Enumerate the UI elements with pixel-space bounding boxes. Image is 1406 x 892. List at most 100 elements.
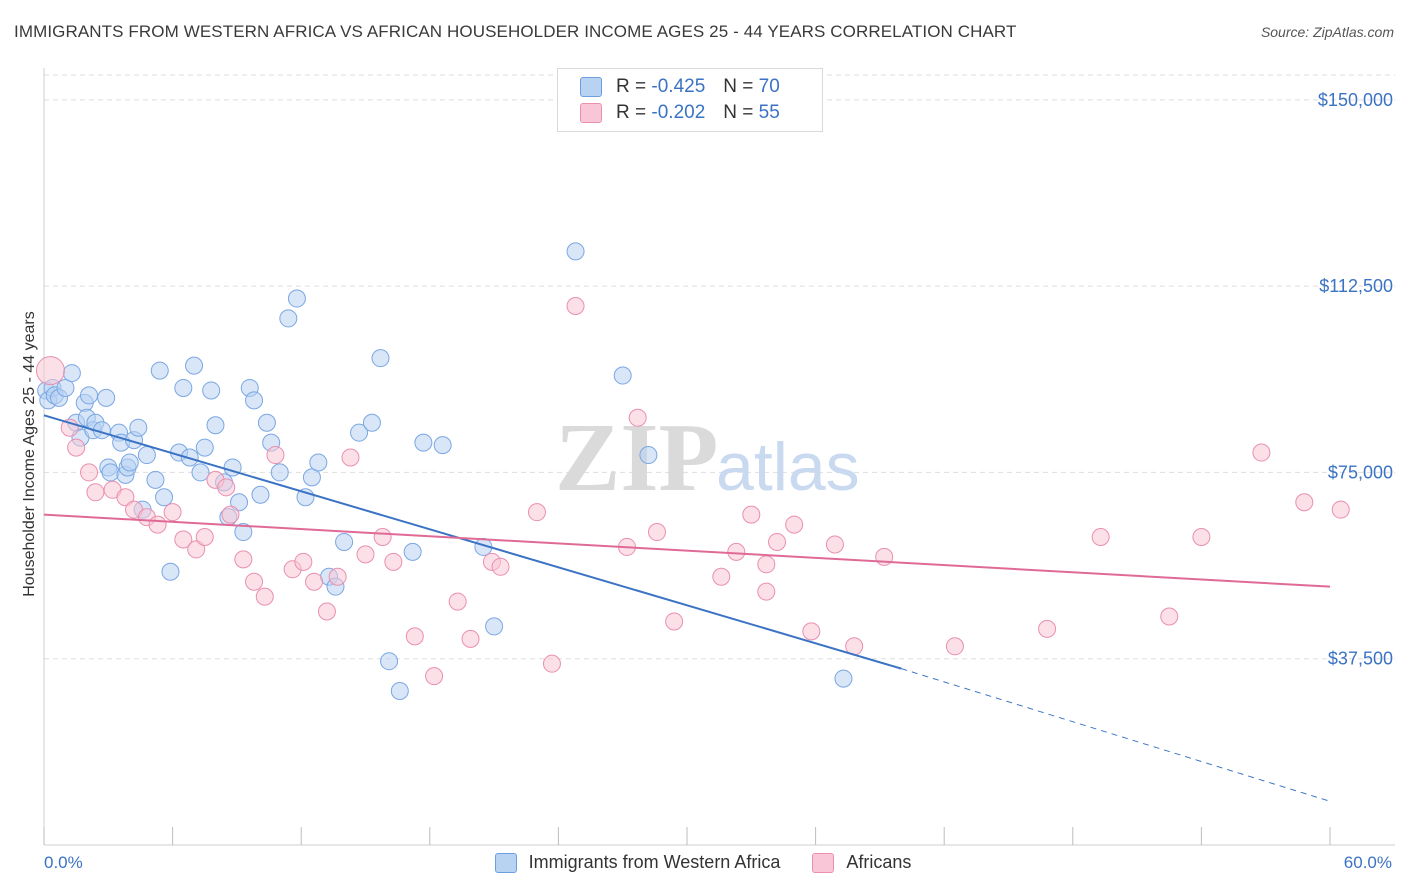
data-point <box>80 386 99 405</box>
data-point <box>566 242 585 261</box>
data-point <box>566 297 585 315</box>
data-point <box>270 463 289 482</box>
y-tick-labels: $37,500 $75,000 $112,500 $150,000 <box>1318 90 1393 669</box>
n-value: 55 <box>758 102 780 123</box>
data-point <box>191 463 210 482</box>
r-value: -0.202 <box>651 102 706 123</box>
data-point <box>362 413 381 432</box>
data-point <box>174 378 193 397</box>
data-point <box>251 485 270 504</box>
data-point <box>67 438 86 457</box>
legend-item-africans[interactable]: Africans <box>812 852 911 873</box>
data-point <box>802 622 821 641</box>
data-point <box>97 388 116 407</box>
data-point <box>1192 528 1211 546</box>
data-point <box>485 617 504 636</box>
data-point <box>1091 528 1110 546</box>
data-point <box>287 289 306 308</box>
data-point <box>834 669 853 688</box>
data-point <box>1331 500 1350 519</box>
data-point <box>945 637 964 656</box>
watermark: ZIP atlas <box>555 404 860 512</box>
stats-row-blue: R = -0.425 N = 70 <box>580 75 780 99</box>
legend-swatch-pink <box>812 852 835 873</box>
data-point <box>356 545 375 564</box>
data-point <box>163 503 182 522</box>
data-point <box>414 433 433 452</box>
data-point <box>1252 443 1271 462</box>
chart-legend: Immigrants from Western Africa Africans <box>0 852 1406 873</box>
data-point <box>825 535 844 554</box>
data-point <box>230 493 249 512</box>
data-points <box>35 242 1350 700</box>
data-point <box>757 582 776 601</box>
data-point <box>309 453 328 472</box>
data-point <box>628 408 647 427</box>
trend-line-western-africa <box>43 414 902 670</box>
data-point <box>461 629 480 648</box>
series-western-africa <box>37 242 853 700</box>
n-value: 70 <box>758 76 780 97</box>
legend-label: Immigrants from Western Africa <box>528 852 781 872</box>
data-point <box>448 592 467 611</box>
data-point <box>116 488 135 507</box>
r-label: R = <box>616 102 647 123</box>
data-point <box>328 567 347 586</box>
data-point <box>195 528 214 546</box>
blue-swatch <box>580 77 602 97</box>
data-point <box>150 361 169 380</box>
n-label: N = <box>723 76 754 97</box>
data-point <box>129 418 148 437</box>
data-point <box>403 542 422 561</box>
data-point <box>101 463 120 482</box>
data-point <box>665 612 684 631</box>
data-point <box>217 478 236 497</box>
data-point <box>425 667 444 686</box>
data-point <box>266 446 285 465</box>
data-point <box>373 528 392 546</box>
data-point <box>257 413 276 432</box>
data-point <box>727 542 746 561</box>
data-point <box>206 416 225 435</box>
trend-line-africans <box>43 513 1331 588</box>
x-tick-label-min: 0.0% <box>44 853 83 872</box>
legend-item-western-africa[interactable]: Immigrants from Western Africa <box>494 852 781 873</box>
source-credit: Source: ZipAtlas.com <box>1260 24 1394 40</box>
data-point <box>202 381 221 400</box>
data-point <box>120 453 139 472</box>
data-point <box>613 366 632 385</box>
y-tick-label: $150,000 <box>1318 90 1393 110</box>
y-tick-label: $75,000 <box>1328 462 1393 482</box>
data-point <box>234 523 253 542</box>
data-point <box>255 587 274 606</box>
data-point <box>146 470 165 489</box>
pink-swatch <box>580 103 602 123</box>
data-point <box>35 356 65 386</box>
data-point <box>221 505 240 524</box>
series-africans <box>35 297 1350 686</box>
data-point <box>527 503 546 522</box>
data-point <box>335 532 354 551</box>
y-tick-label: $37,500 <box>1328 649 1393 669</box>
data-point <box>639 446 658 465</box>
chart-title: IMMIGRANTS FROM WESTERN AFRICA VS AFRICA… <box>14 22 1017 41</box>
data-point <box>174 530 193 549</box>
data-point <box>86 483 105 502</box>
r-value: -0.425 <box>651 76 706 97</box>
x-tick-label-max: 60.0% <box>1343 853 1392 872</box>
data-point <box>137 446 156 465</box>
data-point <box>491 557 510 576</box>
data-point <box>56 378 75 397</box>
data-point <box>371 349 390 368</box>
data-point <box>245 572 264 591</box>
data-point <box>148 515 167 534</box>
data-point <box>161 562 180 581</box>
stats-row-pink: R = -0.202 N = 55 <box>580 101 780 125</box>
data-point <box>80 463 99 482</box>
r-label: R = <box>616 76 647 97</box>
data-point <box>768 532 787 551</box>
data-point <box>1038 619 1057 638</box>
data-point <box>155 488 174 507</box>
data-point <box>302 468 321 487</box>
